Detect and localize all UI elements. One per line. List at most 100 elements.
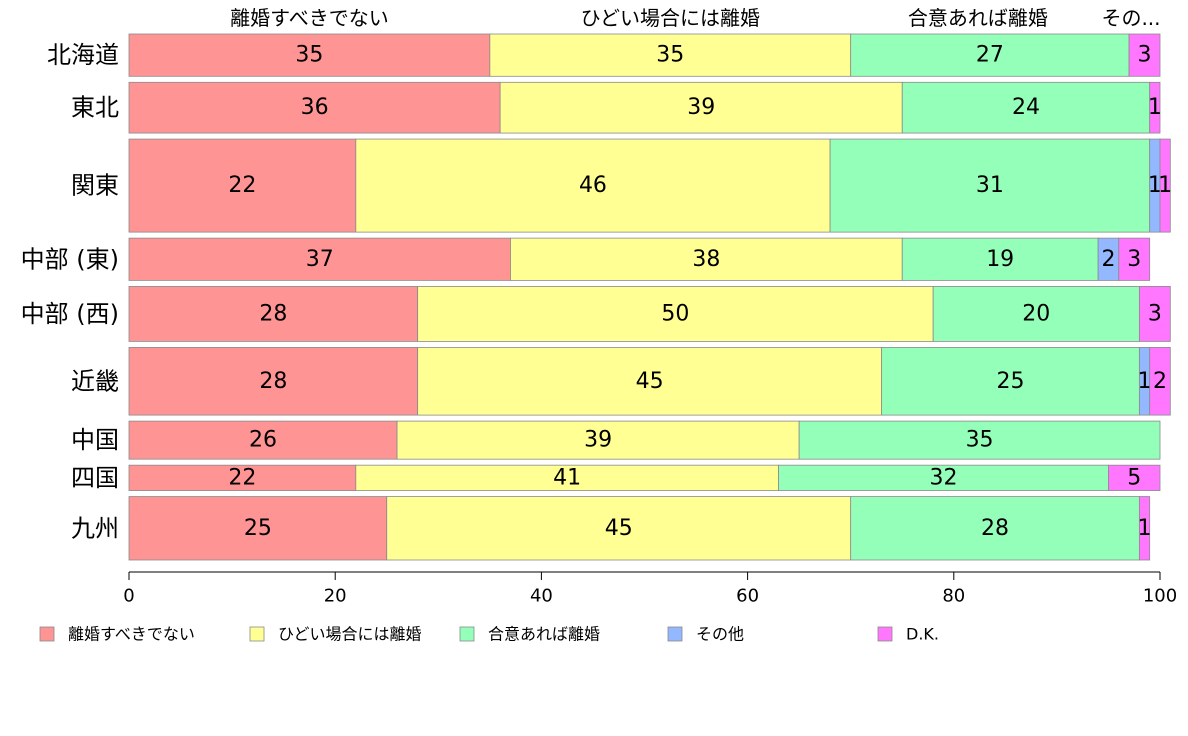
bar-segment: [128, 81, 501, 134]
data-label: 3: [1148, 301, 1162, 326]
bar-segment: [1118, 237, 1151, 281]
data-label: 28: [259, 301, 287, 326]
category-label: 九州: [71, 514, 119, 542]
x-tick-label: 100: [1143, 586, 1177, 607]
bar-segment: [128, 347, 419, 416]
legend-label: ひどい場合には離婚: [278, 625, 422, 644]
data-label: 25: [244, 516, 272, 541]
data-label: 28: [981, 516, 1009, 541]
data-label: 25: [997, 369, 1025, 394]
category-label: 近畿: [71, 367, 119, 395]
bar-segment: [386, 496, 852, 561]
data-label: 19: [986, 247, 1014, 272]
bar-segment: [355, 464, 779, 491]
legend-swatch: [39, 626, 55, 642]
bar-segment: [417, 286, 934, 342]
data-label: 31: [976, 173, 1004, 198]
data-label: 1: [1148, 173, 1162, 198]
legend-swatch: [877, 626, 893, 642]
data-label: 22: [228, 173, 256, 198]
bar-segment: [489, 33, 852, 77]
data-label: 45: [636, 369, 664, 394]
bar-segment: [1159, 138, 1171, 233]
top-series-label: 離婚すべきでない: [230, 6, 389, 30]
bar-segment: [355, 138, 831, 233]
legend-label: その他: [696, 625, 744, 644]
data-label: 2: [1153, 369, 1167, 394]
bar-segment: [1108, 464, 1161, 491]
x-tick-label: 20: [324, 586, 347, 607]
data-label: 32: [929, 465, 957, 490]
data-label: 37: [306, 247, 334, 272]
bar-segment: [128, 286, 419, 342]
data-label: 39: [687, 95, 715, 120]
data-label: 1: [1158, 173, 1172, 198]
legend-label: D.K.: [906, 625, 939, 644]
data-label: 1: [1138, 369, 1152, 394]
bar-segment: [128, 33, 491, 77]
top-series-label: その...: [1101, 6, 1160, 30]
data-label: 41: [553, 465, 581, 490]
legend-swatch: [667, 626, 683, 642]
data-label: 38: [692, 247, 720, 272]
data-label: 3: [1127, 247, 1141, 272]
category-label: 中国: [71, 426, 119, 454]
bar-segment: [932, 286, 1140, 342]
data-label: 45: [605, 516, 633, 541]
bar-segment: [850, 33, 1130, 77]
data-label: 26: [249, 428, 277, 453]
category-label: 中部 (西): [21, 300, 119, 328]
data-label: 22: [228, 465, 256, 490]
bar-segment: [1149, 81, 1161, 134]
data-label: 28: [259, 369, 287, 394]
data-label: 39: [584, 428, 612, 453]
top-series-label: ひどい場合には離婚: [581, 6, 760, 30]
bar-segment: [128, 237, 511, 281]
bar-segment: [1149, 347, 1171, 416]
category-label: 中部 (東): [21, 245, 119, 273]
top-series-label: 合意あれば離婚: [908, 6, 1048, 30]
x-tick-label: 80: [942, 586, 965, 607]
category-label: 東北: [71, 94, 119, 122]
data-label: 35: [295, 43, 323, 68]
legend-label: 合意あれば離婚: [488, 625, 600, 644]
bar-segment: [1138, 286, 1171, 342]
data-label: 1: [1138, 516, 1152, 541]
x-tick-label: 40: [530, 586, 553, 607]
bar-segment: [499, 81, 903, 134]
data-label: 36: [301, 95, 329, 120]
data-label: 24: [1012, 95, 1040, 120]
data-label: 20: [1022, 301, 1050, 326]
bar-segment: [778, 464, 1109, 491]
bar-segment: [1128, 33, 1161, 77]
bar-segment: [510, 237, 903, 281]
bar-segment: [1138, 496, 1151, 561]
bar-segment: [417, 347, 883, 416]
data-label: 5: [1127, 465, 1141, 490]
data-label: 2: [1101, 247, 1115, 272]
bar-segment: [881, 347, 1140, 416]
data-label: 27: [976, 43, 1004, 68]
x-tick-label: 60: [736, 586, 759, 607]
legend-swatch: [249, 626, 265, 642]
bar-segment: [829, 138, 1151, 233]
bar-segment: [128, 138, 357, 233]
legend-label: 離婚すべきでない: [68, 625, 195, 644]
bar-segment: [901, 81, 1151, 134]
data-label: 35: [966, 428, 994, 453]
data-label: 3: [1138, 43, 1152, 68]
category-label: 関東: [71, 172, 119, 200]
bar-segment: [798, 420, 1161, 460]
bar-segment: [128, 420, 398, 460]
data-label: 46: [579, 173, 607, 198]
legend-swatch: [459, 626, 475, 642]
data-label: 50: [661, 301, 689, 326]
bar-segment: [396, 420, 800, 460]
x-tick-label: 0: [123, 586, 134, 607]
data-label: 35: [656, 43, 684, 68]
bar-segment: [901, 237, 1099, 281]
data-label: 1: [1148, 95, 1162, 120]
category-label: 北海道: [47, 41, 119, 69]
bar-segment: [850, 496, 1140, 561]
